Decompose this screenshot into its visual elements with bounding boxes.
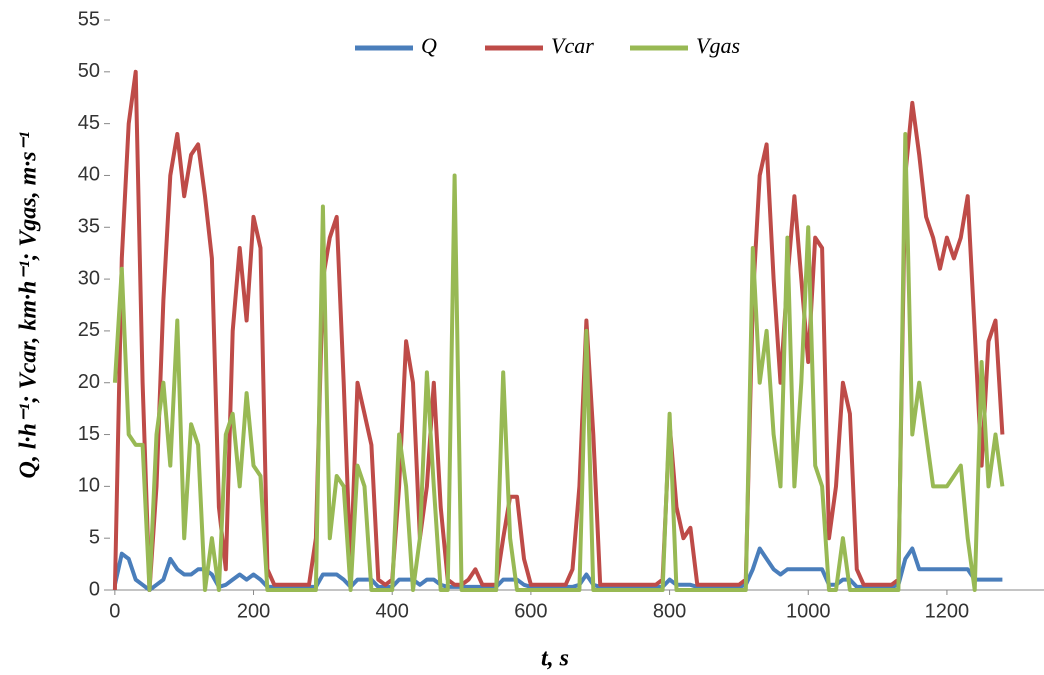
y-tick-label: 40 <box>78 164 100 186</box>
y-tick-label: 20 <box>78 371 100 393</box>
legend-label: Vcar <box>551 33 594 58</box>
y-axis-label: Q, l·h⁻¹; Vcar, km·h⁻¹; Vgas, m·s⁻¹ <box>16 132 42 479</box>
y-tick-label: 0 <box>89 578 100 600</box>
x-tick-label: 800 <box>653 600 686 622</box>
x-tick-label: 200 <box>237 600 270 622</box>
y-tick-label: 5 <box>89 526 100 548</box>
series-line <box>112 132 1005 592</box>
x-tick-label: 0 <box>109 600 120 622</box>
y-tick-label: 10 <box>78 475 100 497</box>
series-line <box>112 546 1003 592</box>
x-tick-label: 600 <box>514 600 547 622</box>
y-tick-label: 55 <box>78 8 100 30</box>
x-tick-label: 1200 <box>925 600 970 622</box>
x-tick-label: 400 <box>376 600 409 622</box>
y-tick-label: 15 <box>78 423 100 445</box>
legend-label: Q <box>421 33 437 58</box>
legend-label: Vgas <box>696 33 740 58</box>
y-tick-label: 30 <box>78 267 100 289</box>
y-tick-label: 35 <box>78 216 100 238</box>
x-axis-label: t, s <box>541 646 569 672</box>
y-tick-label: 50 <box>78 60 100 82</box>
y-tick-label: 45 <box>78 112 100 134</box>
series-line <box>112 69 1005 592</box>
y-tick-label: 25 <box>78 319 100 341</box>
x-tick-label: 1000 <box>786 600 831 622</box>
